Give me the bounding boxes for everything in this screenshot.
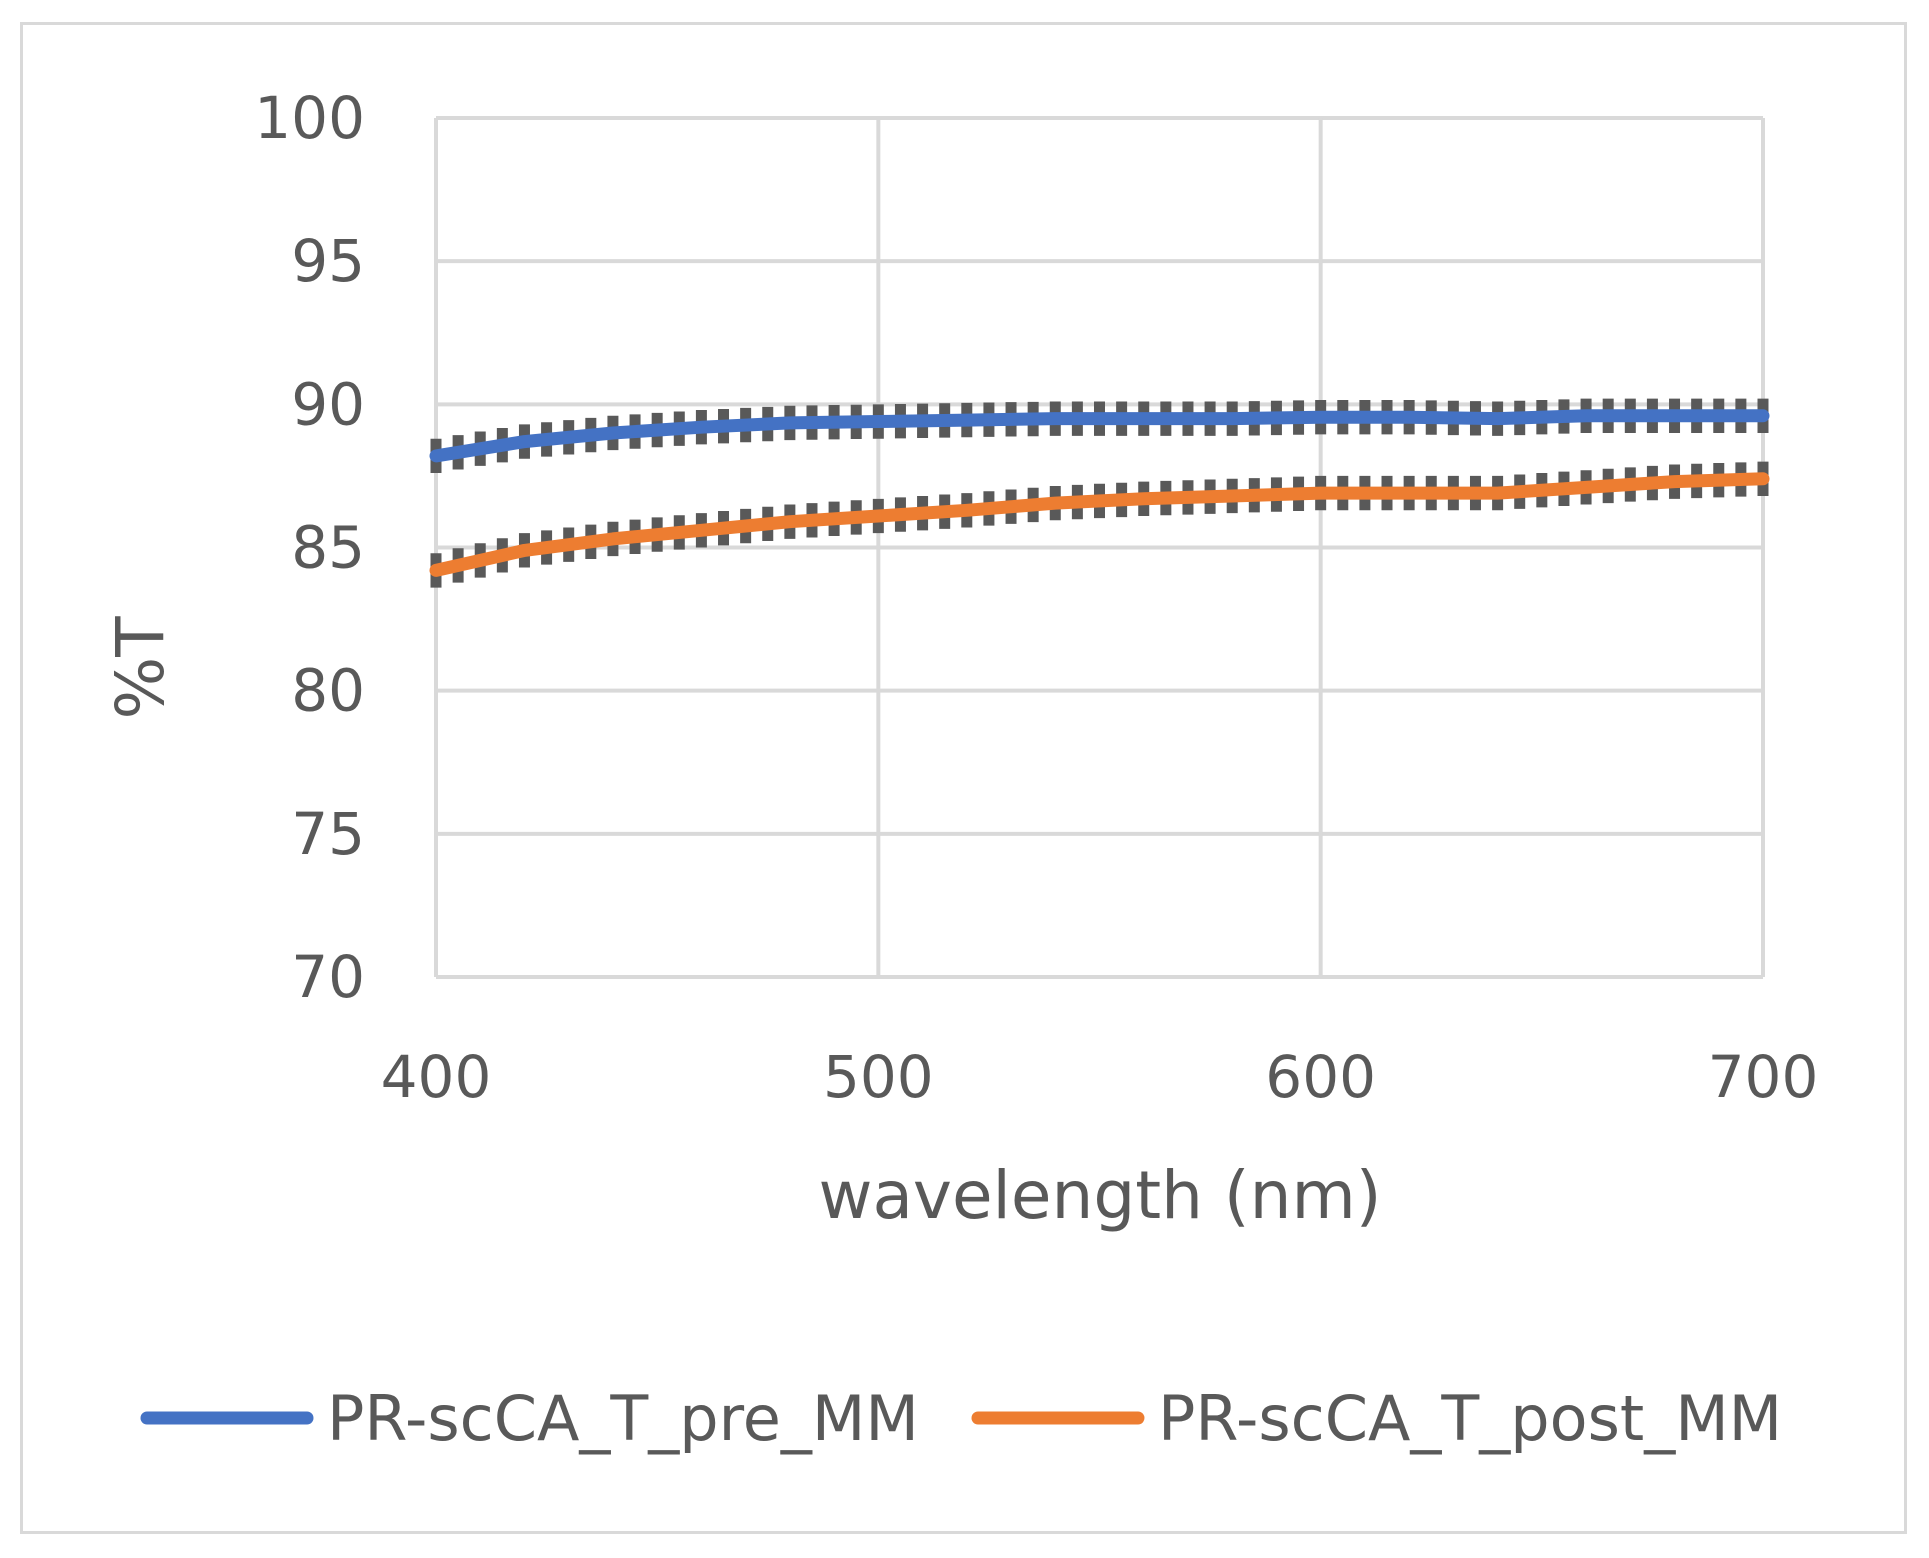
series-line-0 (429, 409, 1770, 463)
x-tick-label: 500 (823, 1043, 934, 1111)
y-tick-label: 75 (291, 800, 365, 868)
x-tick-label: 400 (381, 1043, 492, 1111)
y-tick-label: 100 (254, 84, 365, 152)
error-bars-series-1 (430, 461, 1769, 588)
series-lines (429, 409, 1770, 577)
x-tick-label: 600 (1265, 1043, 1376, 1111)
x-axis-title: wavelength (nm) (818, 1157, 1381, 1234)
tick-labels: 70 75 80 85 90 95 100 400 500 600 700 (254, 84, 1818, 1111)
y-axis-title: %T (102, 616, 179, 720)
y-tick-label: 95 (291, 227, 365, 295)
y-tick-label: 70 (291, 943, 365, 1011)
y-tick-label: 80 (291, 657, 365, 725)
legend: PR-scCA_T_pre_MM PR-scCA_T_post_MM (140, 1382, 1782, 1455)
legend-label-1: PR-scCA_T_post_MM (1158, 1382, 1782, 1455)
legend-label-0: PR-scCA_T_pre_MM (327, 1382, 919, 1455)
chart-frame (20, 22, 1907, 1534)
y-tick-label: 90 (291, 370, 365, 438)
grid (434, 116, 1765, 979)
series-line-1 (429, 472, 1770, 577)
y-tick-label: 85 (291, 514, 365, 582)
x-tick-label: 700 (1708, 1043, 1819, 1111)
